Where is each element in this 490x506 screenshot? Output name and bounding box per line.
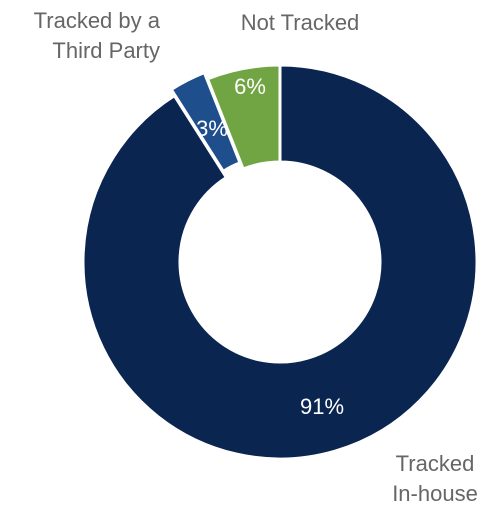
- legend-label: Tracked by a Third Party: [34, 8, 161, 63]
- donut-segment: [81, 63, 479, 461]
- donut-segment: [205, 63, 282, 171]
- legend-label: Not Tracked: [241, 10, 360, 35]
- value-label: 6%: [234, 74, 266, 99]
- value-label: 91%: [300, 394, 344, 419]
- legend-label: Tracked In-house: [392, 451, 478, 506]
